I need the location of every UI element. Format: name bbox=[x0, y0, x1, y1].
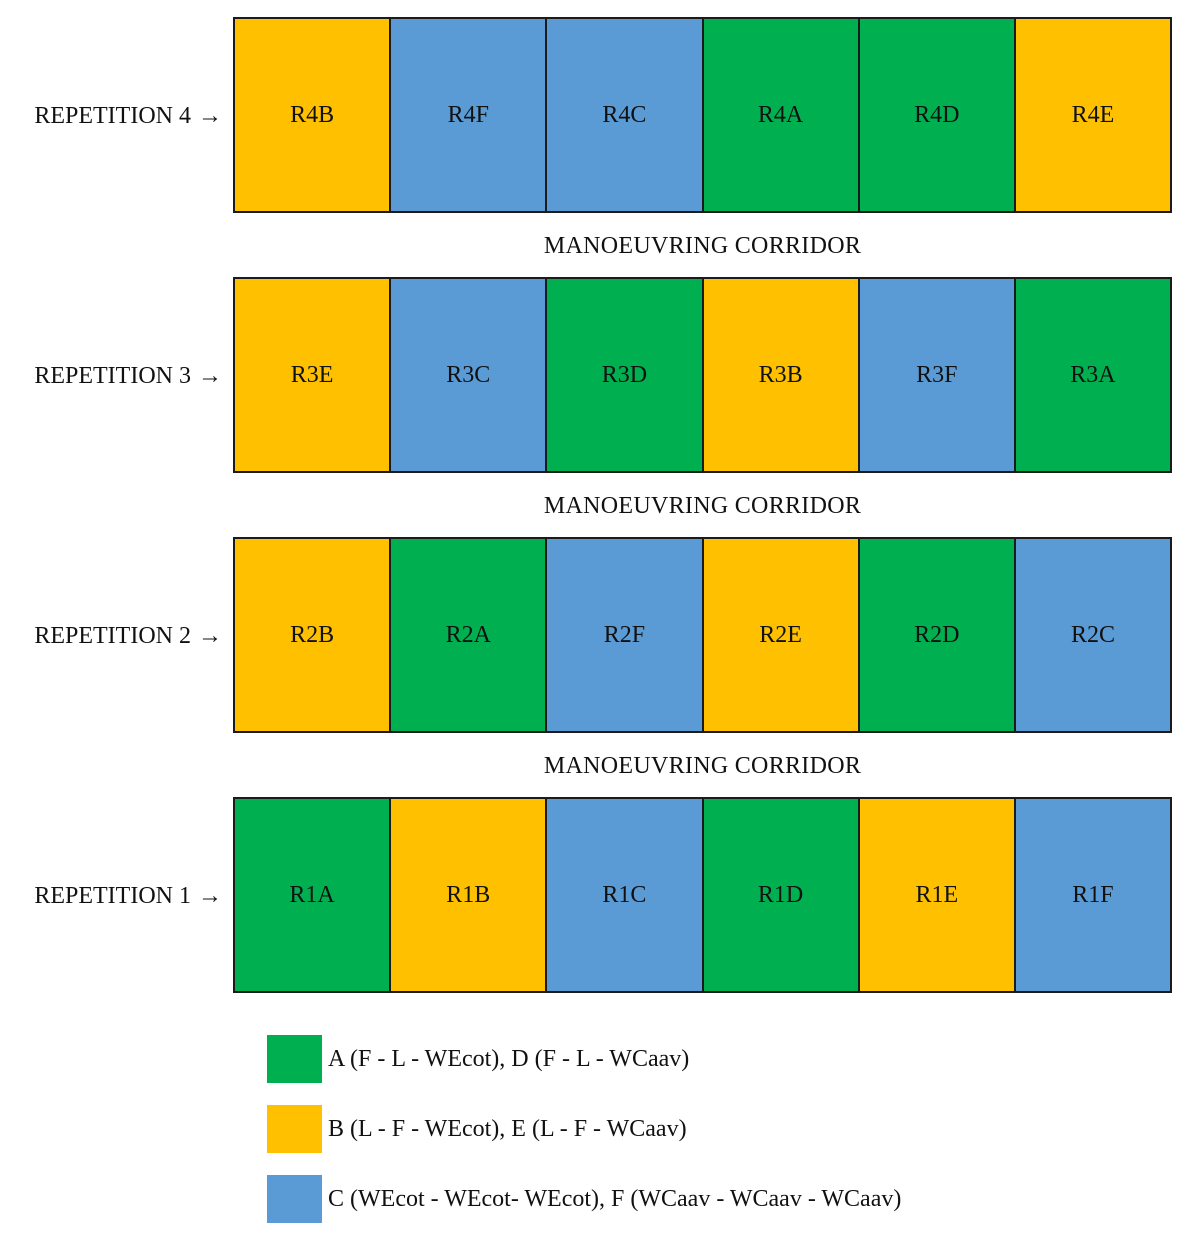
plot-cell: R3F bbox=[859, 279, 1016, 471]
legend-text: C (WEcot - WEcot- WEcot), F (WCaav - WCa… bbox=[328, 1185, 902, 1212]
plot-cell: R2B bbox=[235, 539, 392, 731]
manoeuvring-corridor-label: MANOEUVRING CORRIDOR bbox=[543, 232, 862, 259]
plot-cell: R1C bbox=[547, 799, 704, 991]
repetition-4-row: R4B R4F R4C R4A R4D R4E bbox=[233, 17, 1172, 213]
plot-cell: R2C bbox=[1015, 539, 1171, 731]
right-arrow-icon: → bbox=[198, 882, 222, 909]
right-arrow-icon: → bbox=[198, 362, 222, 389]
repetition-label-text: REPETITION 1 bbox=[34, 882, 191, 909]
legend-item-green: A (F - L - WEcot), D (F - L - WCaav) bbox=[267, 1035, 689, 1083]
legend-swatch bbox=[267, 1035, 322, 1083]
repetition-3-label: REPETITION 3 → bbox=[0, 278, 222, 474]
right-arrow-icon: → bbox=[198, 622, 222, 649]
plot-cell: R1B bbox=[391, 799, 548, 991]
plot-cell: R4E bbox=[1015, 19, 1171, 211]
repetition-label-text: REPETITION 4 bbox=[34, 102, 191, 129]
plot-cell: R4C bbox=[547, 19, 704, 211]
plot-cell: R3E bbox=[235, 279, 392, 471]
manoeuvring-corridor-label: MANOEUVRING CORRIDOR bbox=[543, 492, 862, 519]
legend-text: A (F - L - WEcot), D (F - L - WCaav) bbox=[328, 1045, 690, 1072]
legend-swatch bbox=[267, 1105, 322, 1153]
plot-cell: R2F bbox=[547, 539, 704, 731]
repetition-2-label: REPETITION 2 → bbox=[0, 538, 222, 734]
plot-cell: R4D bbox=[859, 19, 1016, 211]
legend-text: B (L - F - WEcot), E (L - F - WCaav) bbox=[328, 1115, 687, 1142]
plot-cell: R2E bbox=[703, 539, 860, 731]
repetition-4-label: REPETITION 4 → bbox=[0, 18, 222, 214]
plot-cell: R4F bbox=[391, 19, 548, 211]
plot-cell: R3D bbox=[547, 279, 704, 471]
plot-cell: R1D bbox=[703, 799, 860, 991]
plot-cell: R1F bbox=[1015, 799, 1171, 991]
manoeuvring-corridor-label: MANOEUVRING CORRIDOR bbox=[543, 752, 862, 779]
plot-cell: R2D bbox=[859, 539, 1016, 731]
right-arrow-icon: → bbox=[198, 102, 222, 129]
repetition-label-text: REPETITION 3 bbox=[34, 362, 191, 389]
repetition-label-text: REPETITION 2 bbox=[34, 622, 191, 649]
repetition-1-label: REPETITION 1 → bbox=[0, 798, 222, 994]
plot-cell: R3B bbox=[703, 279, 860, 471]
plot-cell: R1A bbox=[235, 799, 392, 991]
plot-cell: R3A bbox=[1015, 279, 1171, 471]
plot-cell: R3C bbox=[391, 279, 548, 471]
legend-item-blue: C (WEcot - WEcot- WEcot), F (WCaav - WCa… bbox=[267, 1175, 901, 1223]
repetition-2-row: R2B R2A R2F R2E R2D R2C bbox=[233, 537, 1172, 733]
legend-item-yellow: B (L - F - WEcot), E (L - F - WCaav) bbox=[267, 1105, 687, 1153]
repetition-1-row: R1A R1B R1C R1D R1E R1F bbox=[233, 797, 1172, 993]
repetition-3-row: R3E R3C R3D R3B R3F R3A bbox=[233, 277, 1172, 473]
plot-cell: R4A bbox=[703, 19, 860, 211]
plot-cell: R2A bbox=[391, 539, 548, 731]
plot-cell: R1E bbox=[859, 799, 1016, 991]
legend-swatch bbox=[267, 1175, 322, 1223]
plot-cell: R4B bbox=[235, 19, 392, 211]
